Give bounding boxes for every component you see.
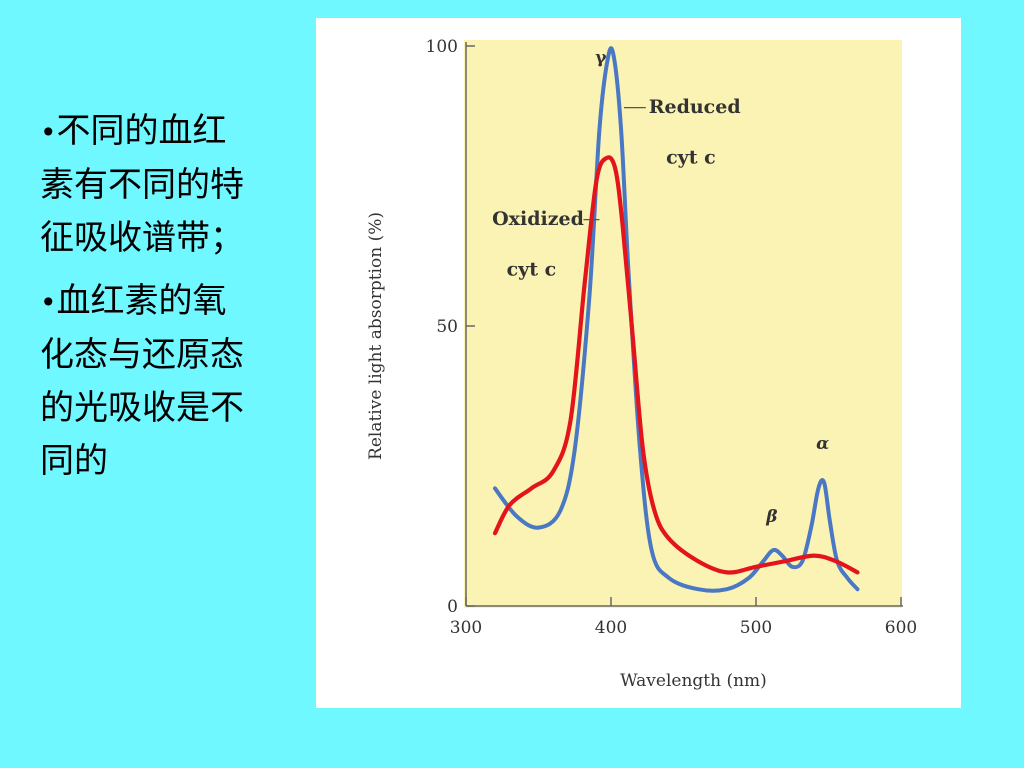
x-axis-label: Wavelength (nm) [620,671,767,691]
series-layer [492,46,860,593]
x-tick-label: 400 [595,618,627,638]
figure-panel: 0 50 100 300 400 500 600 Wavelength (nm) Relativ… [316,18,961,708]
bullet-item-1: •不同的血红素有不同的特征吸收谱带； [40,111,244,258]
gamma-peak-label: γ [595,48,607,68]
series-line-oxidized-cyt-c [492,155,860,575]
series-line-reduced-cyt-c [493,46,860,593]
x-tick-label: 500 [740,618,772,638]
bullet-text-1: 不同的血红素有不同的特征吸收谱带； [40,111,244,258]
absorption-chart: 0 50 100 300 400 500 600 Wavelength (nm) Relativ… [366,37,917,691]
plot-area [464,40,902,608]
axes: 0 50 100 300 400 500 600 Wavelength (nm) Relativ… [366,37,917,691]
y-tick-label: 100 [426,37,458,57]
reduced-label-line2: cyt c [666,147,716,169]
x-tick-label: 600 [885,618,917,638]
annotation-layer: γ β α Reduced cyt c Oxidized cyt c [492,48,829,527]
oxidized-label-line1: Oxidized [492,208,584,230]
bullet-item-2: •血红素的氧化态与还原态的光吸收是不同的 [40,281,244,481]
y-tick-label: 0 [447,597,458,617]
y-tick-label: 50 [436,317,458,337]
beta-peak-label: β [765,507,777,527]
oxidized-label-line2: cyt c [507,259,557,281]
reduced-label-line1: Reduced [649,96,741,118]
x-tick-label: 300 [450,618,482,638]
alpha-peak-label: α [816,434,829,454]
bullet-list: •不同的血红素有不同的特征吸收谱带； •血红素的氧化态与还原态的光吸收是不同的 [40,105,255,498]
y-axis-label: Relative light absorption (%) [366,212,386,460]
bullet-text-2: 血红素的氧化态与还原态的光吸收是不同的 [40,281,244,481]
